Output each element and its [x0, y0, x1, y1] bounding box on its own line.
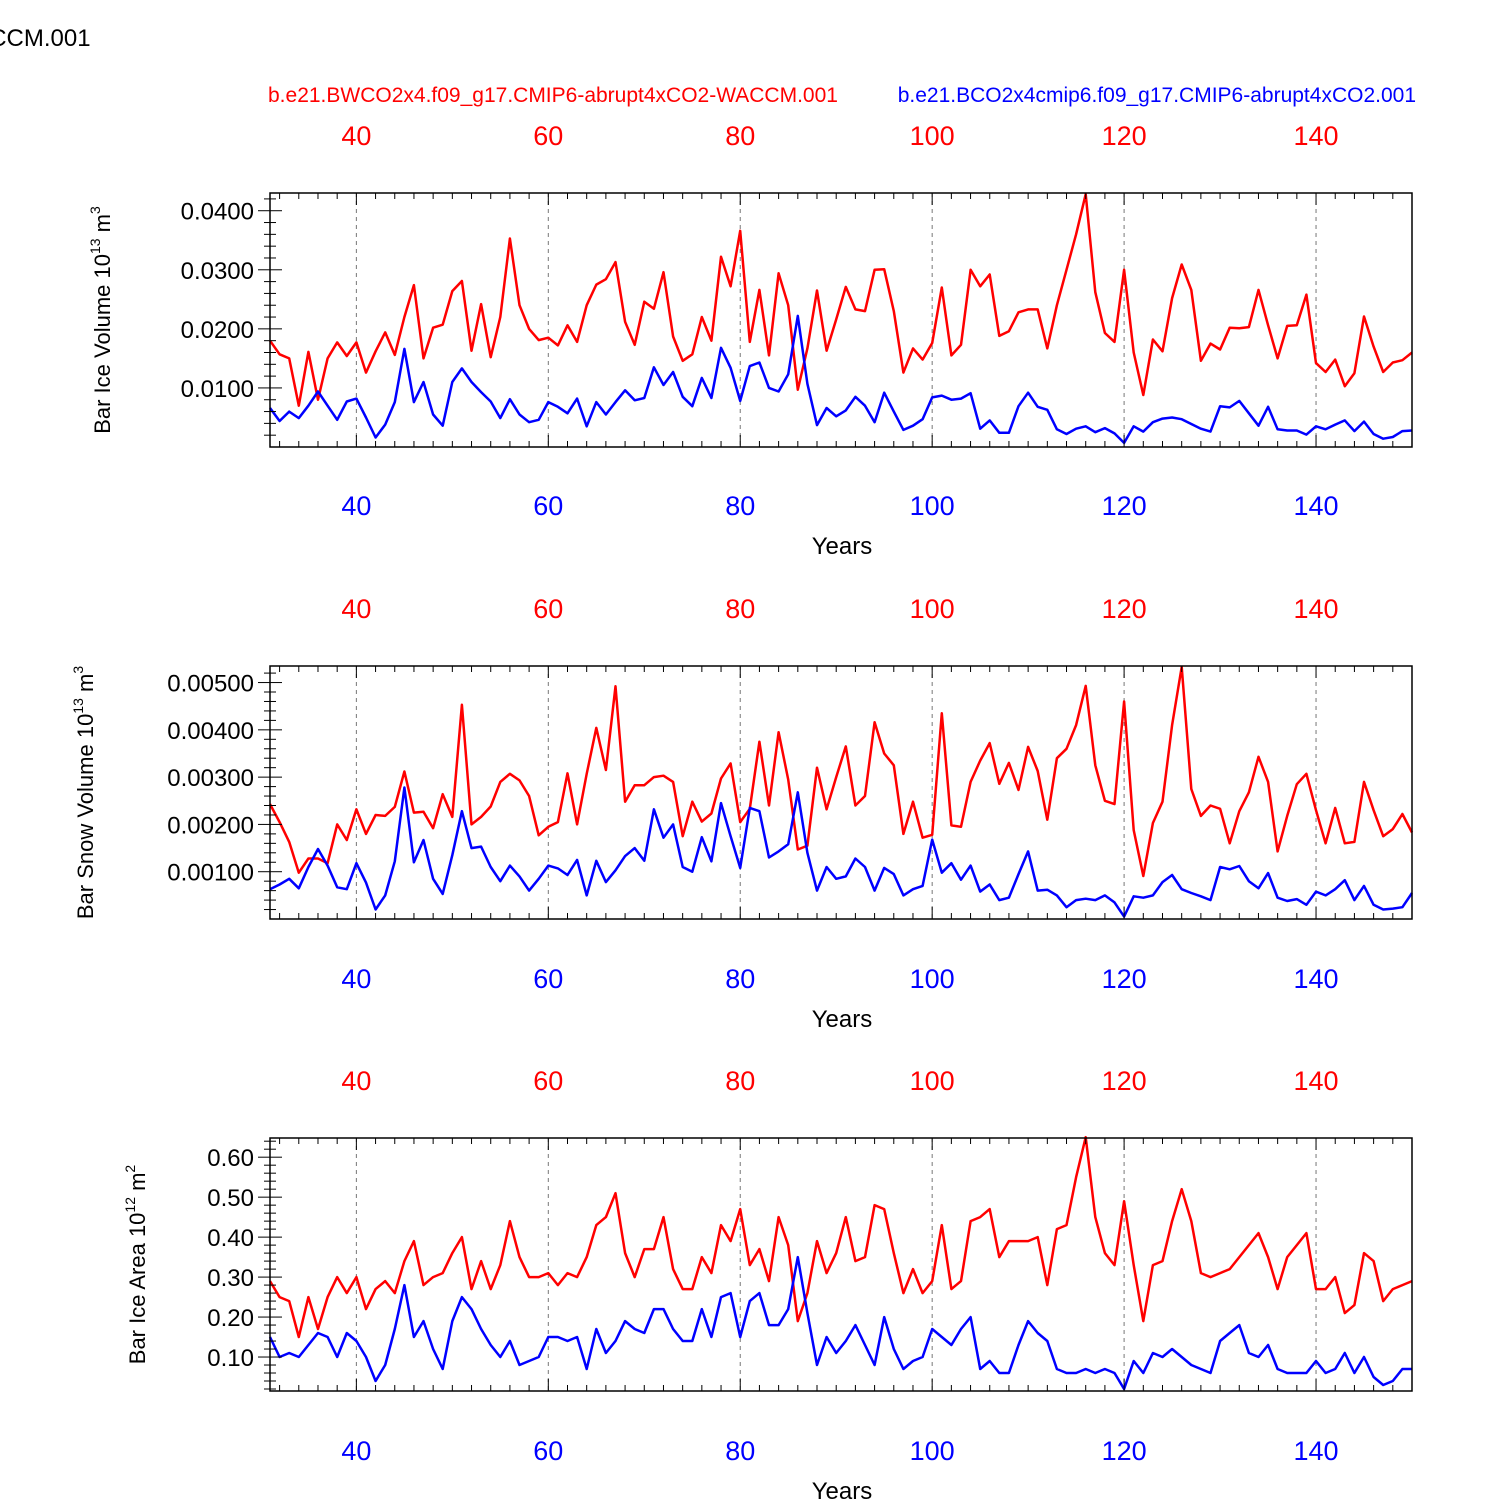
y-tick-label: 0.50 [207, 1185, 254, 1212]
x-tick-label-top: 120 [1102, 594, 1147, 624]
x-axis-label: Years [812, 1006, 873, 1033]
y-axis-label-unit-exp: 3 [87, 206, 103, 214]
series-line-blue [269, 786, 1414, 918]
y-tick-label: 0.10 [207, 1345, 254, 1372]
x-tick-label-top: 40 [341, 1066, 371, 1096]
y-axis-label-exp: 13 [70, 698, 86, 714]
y-tick-label: 0.00300 [167, 765, 254, 792]
x-tick-label-bottom: 40 [341, 964, 371, 994]
axes-frame [269, 1137, 1413, 1392]
y-tick-label: 0.0300 [181, 258, 254, 285]
y-tick-label: 0.00400 [167, 718, 254, 745]
x-tick-label-bottom: 80 [725, 964, 755, 994]
axes-frame [269, 192, 1413, 448]
x-tick-label-bottom: 120 [1102, 1436, 1147, 1466]
y-tick-label: 0.0200 [181, 317, 254, 344]
y-tick-label: 0.00200 [167, 812, 254, 839]
x-tick-label-bottom: 100 [910, 491, 955, 521]
series-line-red [268, 665, 1414, 878]
y-axis-label-unit: m [90, 214, 115, 238]
x-tick-label-bottom: 40 [341, 491, 371, 521]
panel-3: 0.10 0.20 0.30 0.40 0.50 0.60 40 40 60 60 80 80 100 1… [122, 1066, 1413, 1500]
x-tick-label-bottom: 140 [1294, 491, 1339, 521]
y-axis-label-unit: m [125, 1173, 150, 1197]
x-tick-label-bottom: 100 [910, 964, 955, 994]
x-tick-label-top: 140 [1294, 1066, 1339, 1096]
y-axis-label: Bar Ice Volume 1013 m3 [87, 206, 115, 434]
x-tick-label-top: 80 [725, 121, 755, 151]
x-tick-label-top: 140 [1294, 594, 1339, 624]
y-axis-label-unit-exp: 2 [122, 1165, 138, 1173]
x-tick-label-bottom: 80 [725, 491, 755, 521]
x-tick-label-top: 140 [1294, 121, 1339, 151]
y-tick-label: 0.40 [207, 1225, 254, 1252]
x-tick-label-bottom: 140 [1294, 1436, 1339, 1466]
x-tick-label-bottom: 40 [341, 1436, 371, 1466]
x-tick-label-bottom: 60 [533, 964, 563, 994]
y-tick-label: 0.0400 [181, 199, 254, 226]
series-line-red [268, 1135, 1413, 1339]
x-tick-label-bottom: 80 [725, 1436, 755, 1466]
x-axis-label: Years [812, 1478, 873, 1500]
y-axis-label: Bar Ice Area 1012 m2 [122, 1165, 150, 1365]
y-axis-label-main: Bar Ice Volume 10 [90, 254, 115, 434]
x-tick-label-top: 40 [341, 121, 371, 151]
x-tick-label-bottom: 100 [910, 1436, 955, 1466]
y-tick-label: 0.0100 [181, 376, 254, 403]
y-axis-label-exp: 12 [122, 1197, 138, 1213]
x-tick-label-top: 100 [910, 1066, 955, 1096]
series-line-blue [268, 314, 1413, 445]
y-tick-label: 0.20 [207, 1305, 254, 1332]
x-tick-label-top: 60 [533, 594, 563, 624]
x-tick-label-top: 40 [341, 594, 371, 624]
y-axis-label-unit-exp: 3 [70, 666, 86, 674]
panel-1: 0.0100 0.0200 0.0300 0.0400 40 40 60 60 80 80 100 1… [87, 121, 1413, 560]
y-axis-label-unit: m [73, 674, 98, 698]
y-axis-label-main: Bar Ice Area 10 [125, 1213, 150, 1365]
axes-frame [269, 665, 1413, 920]
y-tick-label: 0.60 [207, 1145, 254, 1172]
x-tick-label-top: 100 [910, 121, 955, 151]
x-tick-label-top: 60 [533, 121, 563, 151]
panels: 0.0100 0.0200 0.0300 0.0400 40 40 60 60 80 80 100 1… [70, 121, 1414, 1500]
figure-title: Arctic Sea Ice Budget: Control Run b.e21… [0, 25, 91, 52]
x-tick-label-bottom: 120 [1102, 491, 1147, 521]
x-axis-label: Years [812, 533, 873, 560]
x-tick-label-bottom: 140 [1294, 964, 1339, 994]
panel-2: 0.00100 0.00200 0.00300 0.00400 0.00500 40 40 6… [70, 594, 1414, 1033]
x-tick-label-top: 60 [533, 1066, 563, 1096]
y-tick-label: 0.00100 [167, 860, 254, 887]
x-tick-label-top: 120 [1102, 121, 1147, 151]
series-line-blue [268, 1255, 1412, 1391]
y-tick-label: 0.00500 [167, 671, 254, 698]
x-tick-label-top: 120 [1102, 1066, 1147, 1096]
series-line-red [268, 192, 1413, 407]
y-axis-label-exp: 13 [87, 238, 103, 254]
y-axis-label-main: Bar Snow Volume 10 [73, 714, 98, 919]
legend-blue: b.e21.BCO2x4cmip6.f09_g17.CMIP6-abrupt4x… [898, 84, 1416, 107]
legend-red: b.e21.BWCO2x4.f09_g17.CMIP6-abrupt4xCO2-… [268, 84, 838, 107]
x-tick-label-top: 80 [725, 1066, 755, 1096]
x-tick-label-top: 80 [725, 594, 755, 624]
x-tick-label-bottom: 120 [1102, 964, 1147, 994]
x-tick-label-bottom: 60 [533, 491, 563, 521]
y-tick-label: 0.30 [207, 1265, 254, 1292]
y-axis-label: Bar Snow Volume 1013 m3 [70, 666, 98, 920]
x-tick-label-top: 100 [910, 594, 955, 624]
x-tick-label-bottom: 60 [533, 1436, 563, 1466]
